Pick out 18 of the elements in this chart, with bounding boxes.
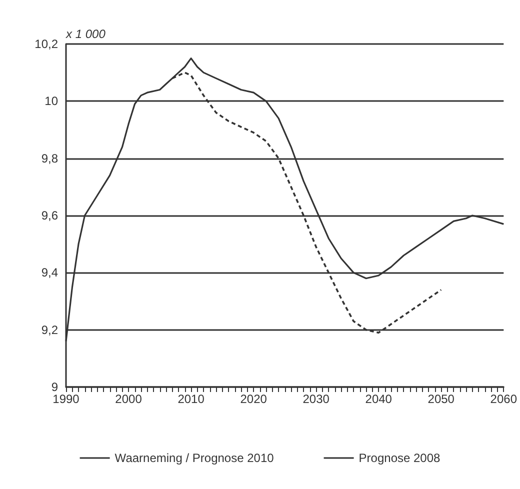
y-tick-label: 9,6 — [41, 208, 58, 222]
y-tick-label: 9,4 — [41, 266, 58, 280]
x-tick-label: 2020 — [240, 392, 268, 406]
y-tick-label: 10,2 — [34, 37, 58, 51]
legend-label: Prognose 2008 — [358, 451, 441, 465]
y-tick-label: 9 — [51, 380, 58, 394]
x-tick-label: 2010 — [178, 392, 205, 406]
y-tick-label: 9,2 — [41, 322, 58, 337]
y-axis-title: x 1 000 — [65, 27, 106, 41]
x-tick-label: 2000 — [115, 392, 142, 406]
y-tick-label: 10 — [44, 94, 58, 108]
y-tick-label: 9,8 — [41, 151, 58, 166]
x-tick-label: 1990 — [52, 392, 80, 406]
x-tick-label: 2030 — [302, 392, 330, 406]
legend-label: Waarneming / Prognose 2010 — [114, 451, 274, 465]
x-tick-label: 2040 — [365, 392, 392, 406]
x-tick-label: 2060 — [490, 392, 518, 406]
x-tick-label: 2050 — [428, 392, 455, 406]
